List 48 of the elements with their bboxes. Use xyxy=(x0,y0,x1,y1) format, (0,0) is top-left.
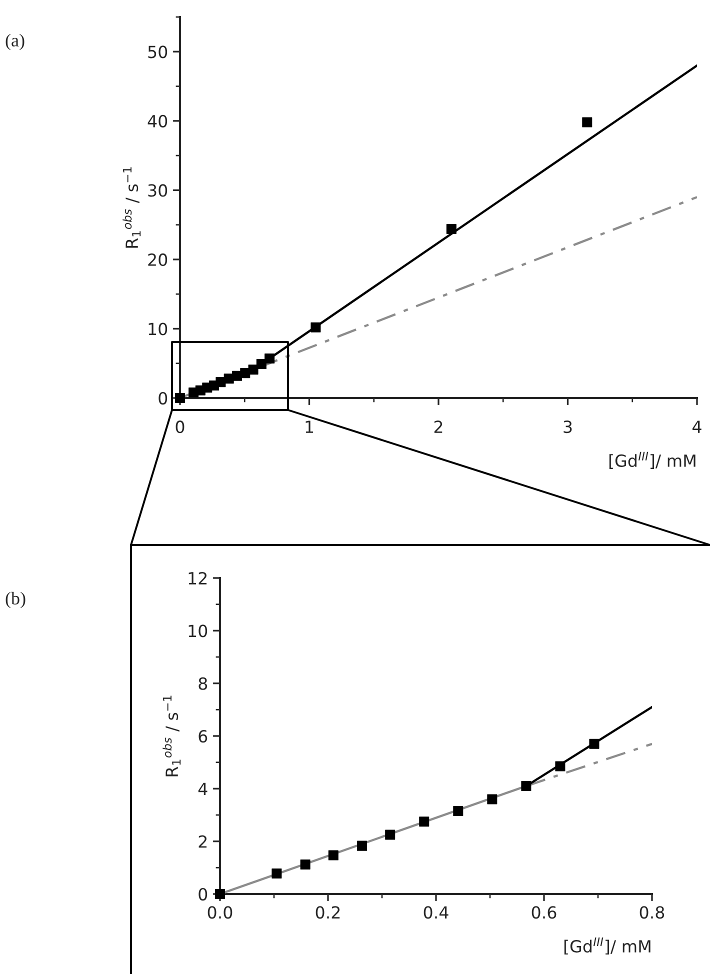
point xyxy=(453,806,464,816)
x-tick-label: 1 xyxy=(306,420,314,433)
point xyxy=(419,816,430,827)
y-tick-label: 8 xyxy=(198,677,208,690)
x-axis-title: [Gd$^{III}$]/ mM xyxy=(564,937,650,955)
point xyxy=(446,224,456,234)
y-tick-label: 30 xyxy=(148,184,168,197)
point xyxy=(582,117,592,128)
x-tick-label: 3 xyxy=(564,420,572,434)
x-axis-title: [Gd$^{III}$]/ mM xyxy=(609,452,696,469)
y-tick-label: 2 xyxy=(198,835,207,848)
y-tick-label: 6 xyxy=(198,730,208,743)
y-axis-title: R$_{1}$$^{obs}$ / s$^{−1}$ xyxy=(162,696,181,776)
x-tick-label: 0.8 xyxy=(640,906,664,919)
x-tick-label: 0.0 xyxy=(208,906,232,919)
y-tick-label: 10 xyxy=(188,624,208,638)
y-axis-title: R$_{1}$$^{obs}$ / s$^{−1}$ xyxy=(122,167,141,248)
point xyxy=(264,354,275,364)
point xyxy=(521,781,532,792)
y-tick-label: 10 xyxy=(148,322,168,336)
text: (a) xyxy=(6,34,24,50)
y-tick-label: 20 xyxy=(148,253,168,266)
x-tick-label: 0.6 xyxy=(532,906,556,919)
point xyxy=(240,368,250,378)
y-tick-label: 4 xyxy=(198,782,208,795)
point xyxy=(300,860,310,870)
point xyxy=(248,364,258,375)
x-tick-label: 4 xyxy=(692,420,702,433)
x-tick-label: 0.2 xyxy=(316,906,340,919)
point xyxy=(328,850,338,860)
text: (b) xyxy=(6,592,26,608)
y-tick-label: 0 xyxy=(198,888,208,901)
y-tick-label: 50 xyxy=(148,46,168,58)
x-tick-label: 0 xyxy=(176,420,184,434)
y-tick-label: 40 xyxy=(148,114,168,128)
point xyxy=(555,761,566,772)
point xyxy=(256,359,266,370)
point xyxy=(272,868,282,878)
point xyxy=(385,830,396,840)
point xyxy=(357,840,368,851)
y-tick-label: 12 xyxy=(188,572,207,584)
point xyxy=(310,322,321,332)
point xyxy=(589,738,600,749)
y-tick-label: 0 xyxy=(158,392,168,405)
x-tick-label: 0.4 xyxy=(424,906,448,919)
x-tick-label: 2 xyxy=(434,420,442,433)
point xyxy=(216,377,226,388)
point xyxy=(487,794,498,804)
